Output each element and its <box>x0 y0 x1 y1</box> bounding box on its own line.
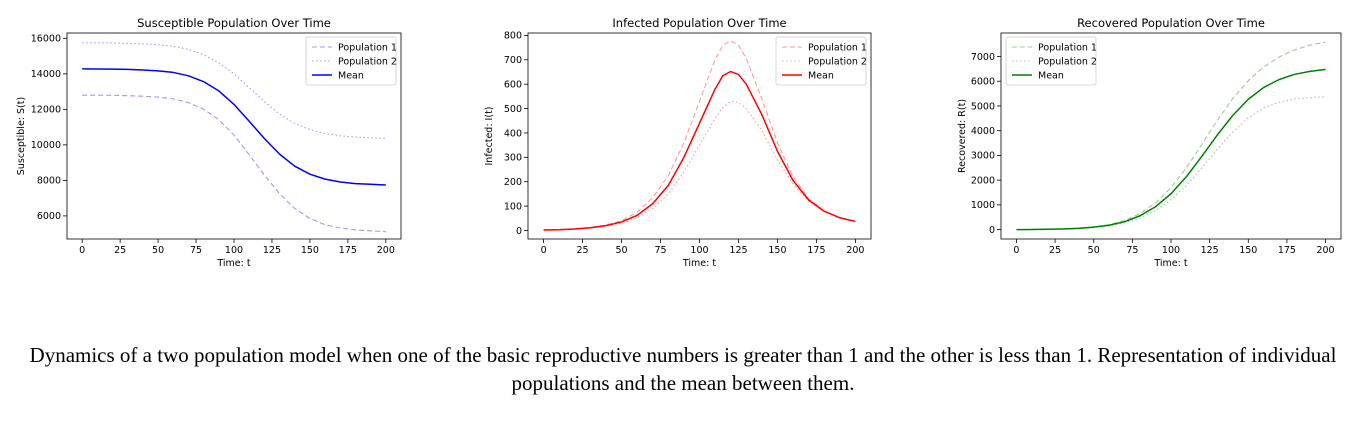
x-axis-label: Time: t <box>682 258 716 269</box>
legend: Population 1 Population 2 Mean <box>775 36 867 86</box>
y-tick-label: 6000 <box>37 211 61 222</box>
x-tick-label: 75 <box>190 245 202 256</box>
chart-2: Infected Population Over Time 0 25 50 75 100 1… <box>484 16 872 269</box>
x-tick-label: 0 <box>1013 245 1019 256</box>
x-tick-label: 125 <box>729 245 747 256</box>
y-tick-label: 1000 <box>971 200 995 211</box>
y-tick-label: 600 <box>504 79 522 90</box>
x-tick-label: 150 <box>1239 245 1257 256</box>
x-tick-label: 200 <box>377 245 395 256</box>
y-tick-label: 700 <box>504 55 522 66</box>
x-tick-label: 75 <box>1126 245 1138 256</box>
chart-3: Recovered Population Over Time 0 25 50 75 100… <box>957 16 1342 269</box>
legend: Population 1 Population 2 Mean <box>1005 36 1097 86</box>
figure-charts: Susceptible Population Over Time 0 25 50 75 1… <box>16 16 1342 269</box>
legend-label: Population 2 <box>808 56 867 67</box>
x-tick-label: 175 <box>1278 245 1296 256</box>
y-tick-label: 3000 <box>971 151 995 162</box>
legend-label: Mean <box>338 70 364 81</box>
y-tick-label: 500 <box>504 104 522 115</box>
x-tick-label: 100 <box>1162 245 1180 256</box>
legend-label: Population 2 <box>1038 56 1097 67</box>
x-tick-label: 50 <box>152 245 164 256</box>
x-tick-label: 150 <box>768 245 786 256</box>
y-tick-label: 4000 <box>971 126 995 137</box>
x-tick-label: 175 <box>807 245 825 256</box>
legend-box <box>775 36 867 86</box>
y-tick-label: 5000 <box>971 101 995 112</box>
legend-label: Mean <box>1038 70 1064 81</box>
x-tick-label: 0 <box>79 245 85 256</box>
legend-box <box>1005 36 1097 86</box>
x-tick-label: 200 <box>1316 245 1334 256</box>
x-tick-label: 175 <box>339 245 357 256</box>
series-line-population-1 <box>82 94 386 233</box>
y-tick-label: 7000 <box>971 52 995 63</box>
y-tick-label: 2000 <box>971 175 995 186</box>
legend-label: Mean <box>808 70 834 81</box>
chart-title: Infected Population Over Time <box>612 16 786 30</box>
y-tick-label: 16000 <box>31 34 61 45</box>
chart-title: Susceptible Population Over Time <box>137 16 331 30</box>
series-line-mean <box>82 68 386 186</box>
y-axis-label: Recovered: R(t) <box>957 99 968 173</box>
y-axis-label: Infected: I(t) <box>484 107 495 166</box>
y-tick-label: 300 <box>504 153 522 164</box>
y-tick-label: 800 <box>504 31 522 42</box>
legend-label: Population 1 <box>1038 42 1097 53</box>
x-tick-label: 100 <box>225 245 243 256</box>
x-tick-label: 25 <box>114 245 126 256</box>
y-tick-label: 14000 <box>31 69 61 80</box>
chart-1: Susceptible Population Over Time 0 25 50 75 1… <box>16 16 402 269</box>
x-tick-label: 125 <box>263 245 281 256</box>
y-axis-label: Susceptible: S(t) <box>16 97 27 175</box>
y-tick-label: 100 <box>504 201 522 212</box>
y-tick-label: 200 <box>504 177 522 188</box>
legend-label: Population 1 <box>338 42 397 53</box>
x-tick-label: 125 <box>1201 245 1219 256</box>
x-tick-label: 50 <box>1088 245 1100 256</box>
x-tick-label: 100 <box>690 245 708 256</box>
y-tick-label: 6000 <box>971 77 995 88</box>
x-tick-label: 25 <box>577 245 589 256</box>
legend-box <box>305 36 397 86</box>
y-tick-label: 400 <box>504 128 522 139</box>
x-tick-label: 150 <box>301 245 319 256</box>
figure-caption: Dynamics of a two population model when … <box>29 343 1337 395</box>
y-tick-label: 12000 <box>31 105 61 116</box>
legend-label: Population 1 <box>808 42 867 53</box>
series-line-mean <box>1016 68 1326 231</box>
x-axis-label: Time: t <box>1153 258 1187 269</box>
x-tick-label: 50 <box>615 245 627 256</box>
x-tick-label: 200 <box>846 245 864 256</box>
y-tick-label: 10000 <box>31 140 61 151</box>
legend: Population 1 Population 2 Mean <box>305 36 397 86</box>
y-tick-label: 0 <box>516 226 522 237</box>
y-tick-label: 0 <box>989 225 995 236</box>
legend-label: Population 2 <box>338 56 397 67</box>
x-axis-label: Time: t <box>216 258 250 269</box>
chart-title: Recovered Population Over Time <box>1077 16 1265 30</box>
x-tick-label: 75 <box>654 245 666 256</box>
x-tick-label: 0 <box>541 245 547 256</box>
x-tick-label: 25 <box>1049 245 1061 256</box>
series-line-population-2 <box>1016 96 1326 231</box>
series-line-mean <box>543 70 856 231</box>
y-tick-label: 8000 <box>37 176 61 187</box>
